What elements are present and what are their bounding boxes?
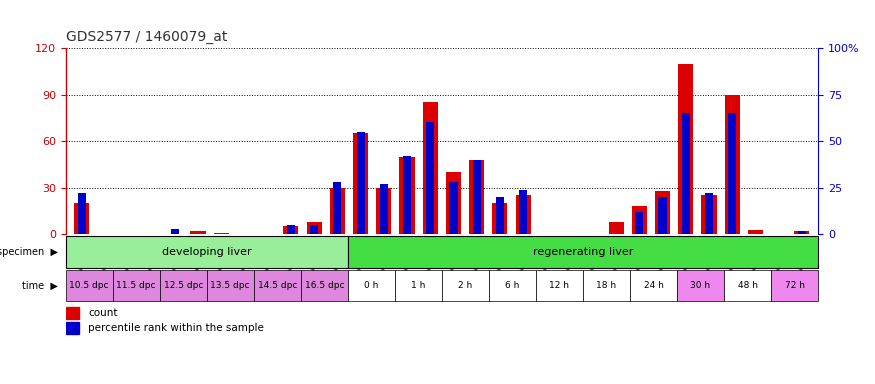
Bar bbox=[446, 172, 461, 234]
Bar bbox=[423, 102, 438, 234]
Bar bbox=[794, 231, 809, 234]
Bar bbox=[160, 270, 206, 301]
Bar bbox=[442, 270, 489, 301]
Bar bbox=[473, 160, 480, 234]
Bar bbox=[469, 160, 484, 234]
Bar bbox=[403, 156, 411, 234]
Text: GDS2577 / 1460079_at: GDS2577 / 1460079_at bbox=[66, 30, 227, 44]
Bar bbox=[748, 230, 763, 234]
Text: specimen  ▶: specimen ▶ bbox=[0, 247, 58, 257]
Bar bbox=[519, 190, 528, 234]
Bar bbox=[489, 270, 536, 301]
Bar bbox=[728, 113, 736, 234]
Bar bbox=[493, 203, 507, 234]
Text: 24 h: 24 h bbox=[644, 281, 663, 290]
Text: 12.5 dpc: 12.5 dpc bbox=[164, 281, 203, 290]
Text: 14.5 dpc: 14.5 dpc bbox=[257, 281, 297, 290]
Bar bbox=[608, 222, 624, 234]
Bar bbox=[635, 212, 643, 234]
Text: 12 h: 12 h bbox=[550, 281, 570, 290]
Bar bbox=[400, 157, 415, 234]
Text: percentile rank within the sample: percentile rank within the sample bbox=[88, 323, 264, 333]
Bar bbox=[450, 182, 458, 234]
Bar bbox=[191, 231, 206, 234]
Text: 6 h: 6 h bbox=[505, 281, 520, 290]
Bar bbox=[66, 270, 113, 301]
Bar bbox=[655, 191, 670, 234]
Bar bbox=[254, 270, 301, 301]
Bar bbox=[74, 203, 89, 234]
Text: 11.5 dpc: 11.5 dpc bbox=[116, 281, 156, 290]
Bar bbox=[536, 270, 583, 301]
Text: 30 h: 30 h bbox=[690, 281, 710, 290]
Bar bbox=[348, 270, 395, 301]
Bar bbox=[310, 225, 318, 234]
Bar bbox=[705, 193, 713, 234]
Bar bbox=[78, 193, 86, 234]
Bar bbox=[677, 270, 724, 301]
Bar bbox=[630, 270, 677, 301]
Bar bbox=[724, 94, 739, 234]
Bar bbox=[632, 206, 647, 234]
Bar bbox=[515, 195, 531, 234]
Bar bbox=[206, 270, 254, 301]
Bar bbox=[376, 188, 391, 234]
Bar bbox=[659, 197, 667, 234]
Bar bbox=[301, 270, 348, 301]
Bar bbox=[66, 307, 80, 319]
Bar bbox=[583, 270, 630, 301]
Text: 13.5 dpc: 13.5 dpc bbox=[211, 281, 250, 290]
Bar bbox=[330, 188, 345, 234]
Bar bbox=[113, 270, 160, 301]
Bar bbox=[287, 225, 295, 234]
Bar bbox=[66, 322, 80, 334]
Bar bbox=[496, 197, 504, 234]
Bar bbox=[333, 182, 341, 234]
Text: count: count bbox=[88, 308, 118, 318]
Text: 72 h: 72 h bbox=[785, 281, 805, 290]
Bar bbox=[380, 184, 388, 234]
Bar bbox=[682, 113, 690, 234]
Text: 48 h: 48 h bbox=[738, 281, 758, 290]
Bar bbox=[702, 195, 717, 234]
Text: 16.5 dpc: 16.5 dpc bbox=[304, 281, 344, 290]
Bar bbox=[284, 227, 298, 234]
Bar bbox=[214, 233, 228, 234]
Bar bbox=[724, 270, 771, 301]
Text: 10.5 dpc: 10.5 dpc bbox=[69, 281, 108, 290]
Bar bbox=[66, 236, 348, 268]
Text: 0 h: 0 h bbox=[364, 281, 379, 290]
Bar bbox=[395, 270, 442, 301]
Bar bbox=[678, 63, 693, 234]
Bar bbox=[306, 222, 322, 234]
Text: time  ▶: time ▶ bbox=[22, 280, 58, 290]
Bar bbox=[771, 270, 818, 301]
Text: 18 h: 18 h bbox=[597, 281, 617, 290]
Bar bbox=[426, 122, 434, 234]
Text: developing liver: developing liver bbox=[162, 247, 251, 257]
Text: regenerating liver: regenerating liver bbox=[533, 247, 634, 257]
Bar bbox=[171, 228, 178, 234]
Bar bbox=[798, 230, 806, 234]
Bar bbox=[348, 236, 818, 268]
Text: 2 h: 2 h bbox=[458, 281, 472, 290]
Bar bbox=[353, 133, 368, 234]
Bar bbox=[356, 132, 365, 234]
Text: 1 h: 1 h bbox=[411, 281, 425, 290]
